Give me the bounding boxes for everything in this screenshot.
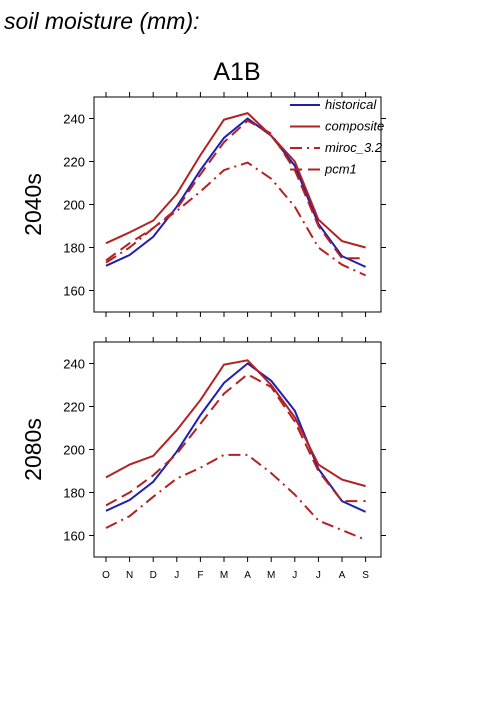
y-tick-label: 160 [63,284,85,299]
x-tick-label: F [197,570,203,581]
series-line-composite [105,111,366,249]
y-tick-label: 220 [63,155,85,170]
legend-entry: composite [325,119,384,134]
x-tick-label: N [126,570,133,581]
y-tick-label: 240 [63,112,85,127]
plot-frame [93,341,382,558]
x-tick-label: M [220,570,228,581]
y-tick-label: 180 [63,241,85,256]
series-line-pcm1 [105,119,366,262]
figure-title: soil moisture (mm): [4,8,200,34]
y-tick-label: 200 [63,443,85,458]
legend-entry: pcm1 [324,162,357,177]
series-line-pcm1 [105,373,366,507]
y-tick-label: 220 [63,400,85,415]
y-tick-label: 240 [63,357,85,372]
y-tick-label: 200 [63,198,85,213]
x-tick-label: O [102,570,110,581]
panel-2040s: 160 180 200 220 240 2040s historical composite m… [20,92,386,317]
period-label: 2080s [20,418,46,481]
legend-entry: miroc_3.2 [325,140,383,155]
scenario-label: A1B [213,58,260,86]
x-tick-label: S [362,570,369,581]
series-line-composite [105,359,366,488]
x-tick-label: A [339,570,346,581]
legend-entry: historical [325,97,377,112]
series-line-historical [105,362,367,513]
period-label: 2040s [20,173,46,236]
x-tick-label: M [267,570,275,581]
y-tick-label: 160 [63,529,85,544]
y-tick-label: 180 [63,486,85,501]
x-tick-label: J [316,570,321,581]
panel-2080s: 160 180 200 220 240 2080s [20,337,386,562]
x-tick-label: D [150,570,157,581]
x-tick-label: J [174,570,179,581]
series-line-miroc-3-2 [105,161,367,277]
x-tick-label: J [292,570,297,581]
x-tick-label: A [244,570,251,581]
series-line-historical [105,117,367,268]
series-line-miroc-3-2 [105,453,366,541]
